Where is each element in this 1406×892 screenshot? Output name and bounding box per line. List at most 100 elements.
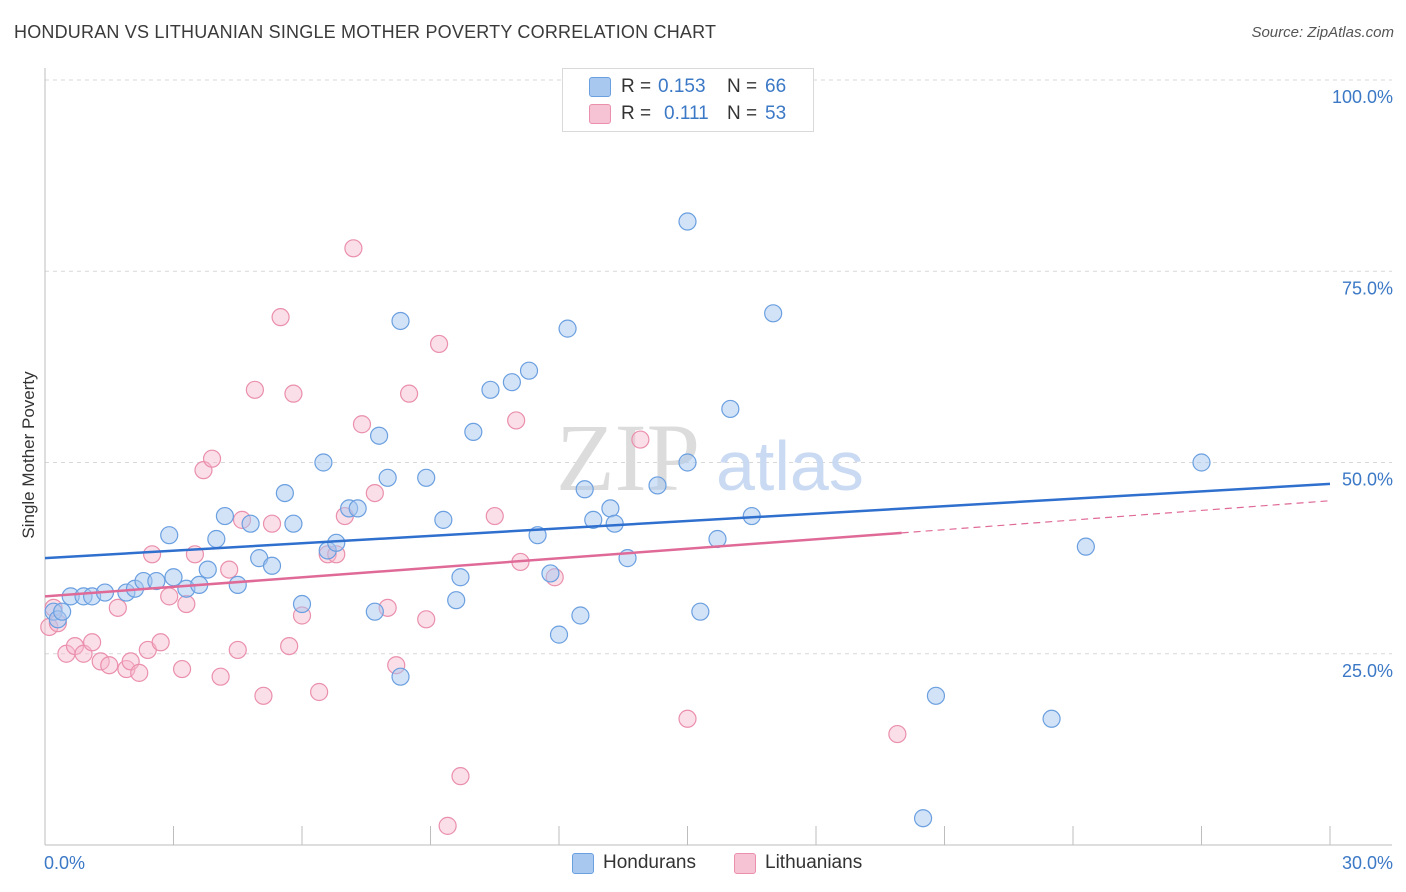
hondurans-point — [926, 686, 946, 705]
hondurans-point — [481, 380, 500, 399]
legend-label-hondurans: Hondurans — [603, 852, 696, 873]
y-axis-label: Single Mother Poverty — [19, 371, 38, 539]
hondurans-point — [1042, 709, 1061, 728]
hondurans-point — [584, 510, 603, 529]
trend-lines — [44, 482, 1331, 598]
chart-title: HONDURAN VS LITHUANIAN SINGLE MOTHER POV… — [14, 22, 717, 42]
lithuanians-point — [202, 449, 222, 468]
lithuanians-point — [262, 514, 282, 533]
lithuanians-point — [280, 636, 299, 656]
lithuanians-point — [678, 709, 697, 728]
hondurans-point — [160, 526, 179, 545]
lithuanians-point — [352, 415, 372, 434]
y-tick-label: 75.0% — [1342, 278, 1393, 298]
lithuanians-point — [451, 767, 470, 786]
lithuanians-point — [888, 724, 907, 744]
hondurans-point — [549, 625, 569, 644]
hondurans-point — [678, 212, 697, 231]
watermark: ZIP atlas — [556, 404, 864, 511]
hondurans-point — [215, 506, 234, 526]
lithuanians-point — [160, 587, 179, 606]
x-axis-tick-labels: 0.0% 30.0% — [44, 853, 1393, 873]
hondurans-point — [365, 602, 384, 621]
hondurans-point — [378, 468, 397, 487]
hondurans-point — [198, 560, 217, 579]
hondurans-trend-line — [44, 482, 1331, 560]
x-tick-label: 30.0% — [1342, 853, 1393, 873]
x-tick-label: 0.0% — [44, 853, 85, 873]
hondurans-point — [913, 809, 933, 828]
hondurans-point — [275, 484, 294, 503]
y-tick-label: 100.0% — [1332, 87, 1393, 107]
legend-swatch-lithuanians — [734, 853, 756, 874]
hondurans-point — [348, 499, 367, 518]
lithuanians-point — [108, 598, 127, 617]
lithuanians-point — [271, 308, 290, 327]
hondurans-point — [464, 422, 483, 441]
hondurans-point — [764, 304, 783, 323]
lithuanians-points — [40, 239, 907, 835]
hondurans-point — [1076, 537, 1095, 556]
legend-r-label: R = — [621, 76, 652, 97]
legend-swatch-hondurans — [572, 853, 594, 874]
lithuanians-point — [91, 652, 110, 671]
hondurans-point — [721, 399, 740, 419]
lithuanians-point — [507, 411, 526, 430]
hondurans-points — [44, 212, 1211, 828]
source-label: Source: ZipAtlas.com — [1251, 24, 1394, 41]
legend-r-label: R = — [621, 103, 652, 124]
lithuanians-point — [172, 659, 192, 679]
legend-n-value: 53 — [765, 103, 787, 124]
hondurans-point — [1192, 453, 1211, 472]
hondurans-point — [571, 606, 590, 625]
hondurans-point — [519, 361, 539, 380]
hondurans-point — [262, 556, 282, 575]
lithuanians-point — [417, 610, 436, 629]
lithuanians-point — [245, 380, 264, 399]
lithuanians-point — [399, 384, 419, 403]
lithuanians-point — [100, 656, 119, 675]
hondurans-point — [648, 476, 667, 495]
hondurans-point — [447, 591, 466, 610]
y-tick-label: 50.0% — [1342, 470, 1393, 490]
lithuanians-trend-line — [44, 531, 902, 598]
lithuanians-point — [365, 484, 384, 503]
hondurans-point — [678, 453, 697, 472]
legend-n-label: N = — [727, 76, 758, 97]
lithuanians-point — [211, 667, 230, 686]
y-axis-tick-labels: 25.0% 50.0% 75.0% 100.0% — [1332, 87, 1393, 681]
legend-swatch-hondurans — [589, 77, 611, 97]
hondurans-point — [314, 453, 333, 472]
hondurans-point — [575, 480, 594, 499]
hondurans-point — [241, 514, 260, 533]
correlation-legend: R = 0.153 N = 66 R = 0.111 N = 53 — [562, 68, 814, 132]
lithuanians-point — [220, 560, 239, 579]
hondurans-point — [451, 568, 470, 587]
lithuanians-point — [151, 633, 170, 652]
hondurans-point — [391, 311, 410, 331]
hondurans-point — [558, 319, 577, 338]
lithuanians-point — [228, 640, 247, 660]
hondurans-point — [541, 564, 560, 583]
hondurans-point — [417, 468, 436, 487]
legend-r-value: 0.111 — [664, 103, 709, 124]
legend-label-lithuanians: Lithuanians — [765, 852, 863, 873]
hondurans-point — [502, 373, 521, 392]
hondurans-point — [284, 514, 303, 533]
y-tick-label: 25.0% — [1342, 661, 1393, 681]
lithuanians-point — [631, 430, 650, 449]
hondurans-point — [370, 426, 389, 445]
hondurans-point — [434, 510, 453, 529]
watermark-atlas: atlas — [716, 427, 864, 505]
grid-lines — [45, 79, 1392, 655]
hondurans-point — [691, 602, 710, 621]
legend-n-label: N = — [727, 103, 758, 124]
lithuanians-point — [310, 682, 329, 702]
lithuanians-point — [177, 594, 196, 614]
lithuanians-point — [83, 633, 102, 652]
lithuanians-point — [429, 334, 449, 354]
hondurans-point — [228, 575, 247, 595]
legend-r-value: 0.153 — [658, 76, 706, 97]
legend-n-value: 66 — [765, 76, 787, 97]
